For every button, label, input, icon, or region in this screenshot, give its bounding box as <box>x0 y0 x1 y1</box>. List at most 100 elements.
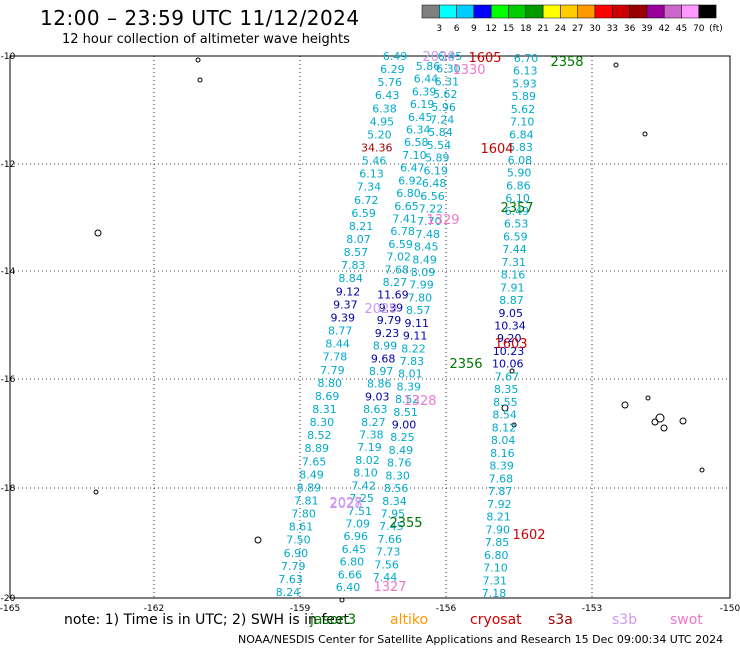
wave-height-label: 7.10 <box>402 149 427 162</box>
legend-tick-label: 45 <box>676 24 687 34</box>
island-outline <box>613 62 619 68</box>
island-outline <box>660 424 668 432</box>
wave-height-label: 8.57 <box>406 304 431 317</box>
wave-height-label: 8.44 <box>325 338 350 351</box>
wave-height-label: 7.25 <box>349 492 374 505</box>
island-outline <box>699 467 705 473</box>
island-outline <box>679 417 687 425</box>
legend-tick-label: 18 <box>520 24 532 34</box>
wave-height-label: 8.49 <box>412 253 437 266</box>
wave-height-label: 6.34 <box>406 124 431 137</box>
map-frame <box>9 55 731 599</box>
wave-height-label: 9.00 <box>392 419 417 432</box>
wave-height-label: 10.23 <box>493 345 525 358</box>
wave-height-label: 8.55 <box>493 396 518 409</box>
lon-tick-label: -162 <box>144 604 164 614</box>
wave-height-label: 8.76 <box>387 457 412 470</box>
wave-height-label: 8.89 <box>297 481 322 494</box>
wave-height-label: 7.80 <box>291 508 316 521</box>
wave-height-label: 9.11 <box>403 330 428 343</box>
wave-height-label: 8.25 <box>390 431 415 444</box>
legend-tick-label: 39 <box>641 24 653 34</box>
island-outline <box>645 395 651 401</box>
wave-height-label: 9.37 <box>333 298 358 311</box>
wave-height-label: 9.79 <box>377 314 402 327</box>
wave-height-label: 6.13 <box>359 168 384 181</box>
wave-height-label: 6.19 <box>423 164 448 177</box>
wave-height-label: 5.46 <box>362 155 387 168</box>
wave-height-label: 5.83 <box>508 141 533 154</box>
wave-height-label: 6.48 <box>422 177 447 190</box>
wave-height-label: 8.21 <box>486 511 511 524</box>
wave-height-label: 8.39 <box>489 460 514 473</box>
wave-height-label: 7.56 <box>374 558 399 571</box>
island-outline <box>651 418 659 426</box>
wave-height-label: 6.78 <box>390 225 415 238</box>
wave-height-label: 5.89 <box>425 152 450 165</box>
wave-height-label: 34.36 <box>361 142 393 155</box>
wave-height-label: 8.45 <box>414 241 439 254</box>
wave-height-label: 5.76 <box>378 76 403 89</box>
satellite-label: cryosat <box>470 612 522 628</box>
wave-height-label: 6.13 <box>513 65 538 78</box>
wave-height-label: 7.22 <box>419 202 444 215</box>
wave-height-label: 6.96 <box>344 530 369 543</box>
wave-height-label: 6.30 <box>436 63 461 76</box>
wave-height-label: 8.16 <box>490 447 515 460</box>
legend-tick-label: 3 <box>436 24 442 34</box>
time-label: 2356 <box>449 357 482 372</box>
wave-height-label: 9.39 <box>379 301 404 314</box>
wave-height-label: 7.68 <box>385 263 410 276</box>
island-outline <box>509 368 515 374</box>
wave-height-label: 6.10 <box>505 192 530 205</box>
wave-height-label: 7.45 <box>379 520 404 533</box>
lat-tick-label: -10 <box>1 52 16 62</box>
wave-height-label: 7.38 <box>359 429 384 442</box>
wave-height-label: 8.22 <box>401 342 426 355</box>
wave-height-label: 8.87 <box>499 294 524 307</box>
legend-swatch <box>698 4 717 19</box>
wave-height-label: 8.54 <box>492 409 517 422</box>
wave-height-label: 7.91 <box>500 281 525 294</box>
satellite-label: s3a <box>548 612 573 628</box>
wave-height-label: 8.99 <box>373 340 398 353</box>
wave-height-label: 8.56 <box>384 482 409 495</box>
wave-height-label: 6.47 <box>400 162 425 175</box>
wave-height-label: 5.62 <box>433 88 458 101</box>
wave-height-label: 8.63 <box>363 403 388 416</box>
lon-tick-label: -165 <box>0 604 20 614</box>
wave-height-label: 7.51 <box>347 505 372 518</box>
page-subtitle: 12 hour collection of altimeter wave hei… <box>62 32 350 47</box>
wave-height-label: 8.31 <box>312 403 337 416</box>
wave-height-label: 5.84 <box>428 126 453 139</box>
wave-height-label: 6.84 <box>509 128 534 141</box>
wave-height-label: 8.84 <box>338 272 363 285</box>
wave-height-label: 6.59 <box>351 207 376 220</box>
wave-height-label: 9.39 <box>331 311 356 324</box>
wave-height-label: 7.50 <box>286 534 311 547</box>
time-label: 2027 <box>329 496 362 511</box>
wave-height-label: 8.39 <box>397 380 422 393</box>
wave-height-label: 7.81 <box>294 494 319 507</box>
time-label: 1602 <box>512 528 545 543</box>
wave-height-label: 7.65 <box>302 455 327 468</box>
wave-height-label: 7.70 <box>417 215 442 228</box>
legend-tick-label: 27 <box>572 24 583 34</box>
wave-height-label: 5.96 <box>431 101 456 114</box>
time-label: 1327 <box>373 580 406 595</box>
wave-height-label: 8.34 <box>382 495 407 508</box>
wave-height-label: 7.10 <box>510 116 535 129</box>
wave-height-label: 7.95 <box>381 507 406 520</box>
island-outline <box>197 77 203 83</box>
time-label: 1330 <box>452 63 485 78</box>
wave-height-label: 5.89 <box>511 90 536 103</box>
wave-height-label: 6.70 <box>514 52 539 65</box>
wave-height-label: 8.86 <box>367 378 392 391</box>
wave-height-label: 9.23 <box>375 327 400 340</box>
wave-height-label: 6.49 <box>383 50 408 63</box>
footer-credit: NOAA/NESDIS Center for Satellite Applica… <box>238 633 724 646</box>
note-text: note: 1) Time is in UTC; 2) SWH is in fe… <box>64 612 350 628</box>
wave-height-label: 4.95 <box>370 115 395 128</box>
